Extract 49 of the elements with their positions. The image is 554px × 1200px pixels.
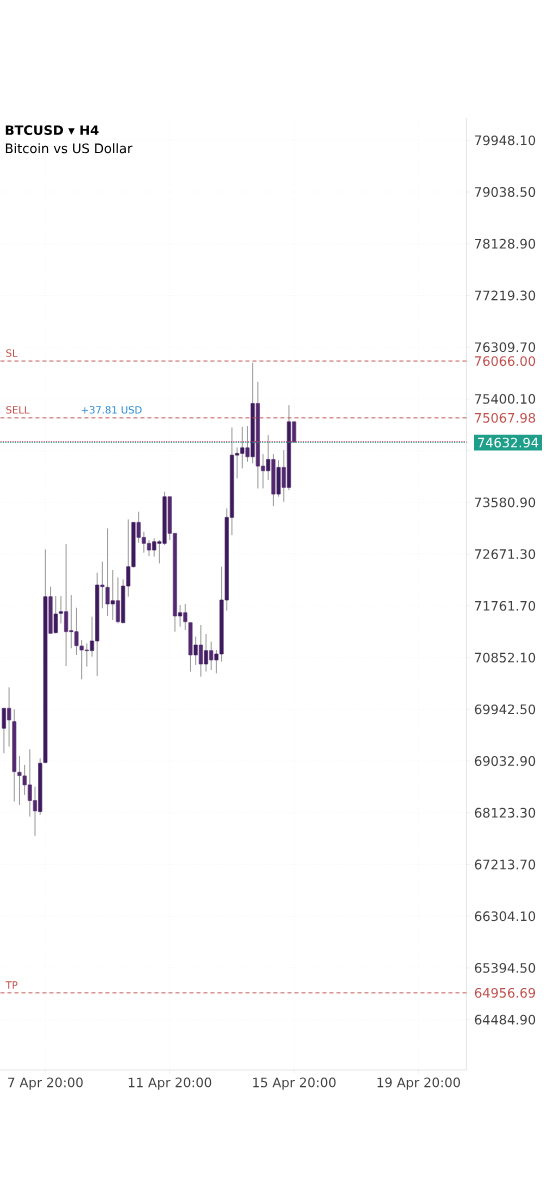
- candlestick: [100, 561, 105, 609]
- chart-title: BTCUSD ▾ H4: [5, 125, 99, 136]
- candlestick: [105, 527, 110, 617]
- ref-line-label: SL: [6, 349, 18, 357]
- candlestick: [183, 603, 188, 631]
- candlestick: [198, 624, 203, 678]
- y-tick-label: 74632.94: [477, 437, 539, 448]
- x-tick-label: 19 Apr 20:00: [377, 1077, 460, 1090]
- ref-line-label: TP: [5, 981, 18, 989]
- y-tick-label: 79038.50: [474, 187, 535, 197]
- candlestick: [115, 576, 120, 624]
- candlestick: [177, 604, 182, 628]
- candlestick: [291, 421, 296, 443]
- annotation: +37.81 USD: [81, 406, 142, 414]
- y-tick-label: 75400.10: [474, 394, 535, 404]
- candlestick: [1, 707, 6, 754]
- x-tick-label: 7 Apr 20:00: [7, 1077, 83, 1090]
- y-tick-label: 78128.90: [474, 238, 535, 249]
- y-tick-label: 64956.69: [474, 987, 535, 998]
- candlestick: [245, 425, 250, 463]
- candlestick: [266, 434, 270, 481]
- y-tick-label: 72671.30: [474, 549, 535, 560]
- candlestick: [110, 569, 115, 621]
- candlestick: [203, 633, 208, 673]
- y-tick-label: 65394.50: [474, 963, 535, 973]
- y-tick-label: 66304.10: [474, 911, 535, 922]
- y-tick-label: 64484.90: [474, 1014, 535, 1025]
- y-tick-label: 69942.50: [474, 704, 535, 715]
- y-tick-label: 67213.70: [474, 859, 535, 870]
- candlestick: [193, 636, 198, 666]
- y-tick-label: 68123.30: [474, 807, 535, 818]
- y-tick-label: 71761.70: [474, 600, 535, 611]
- candlestick: [281, 449, 286, 503]
- y-tick-label: 79948.10: [474, 135, 535, 146]
- x-tick-label: 11 Apr 20:00: [128, 1077, 212, 1090]
- y-tick-label: 69032.90: [474, 756, 535, 766]
- text: Bitcoin vs US Dollar: [5, 143, 133, 154]
- x-tick-label: 15 Apr 20:00: [252, 1077, 336, 1090]
- y-tick-label: 75067.98: [474, 412, 535, 423]
- candlestick: [69, 594, 74, 649]
- y-tick-label: 73580.90: [474, 497, 535, 508]
- y-tick-label: 77219.30: [474, 290, 535, 301]
- y-tick-label: 70852.10: [474, 652, 535, 663]
- candlestick: [209, 641, 213, 671]
- y-tick-label: 76309.70: [474, 342, 535, 353]
- y-tick-label: 76066.00: [474, 356, 535, 366]
- candlestick: [63, 543, 68, 667]
- ref-line-label: SELL: [6, 406, 30, 414]
- candlestick: [6, 686, 11, 748]
